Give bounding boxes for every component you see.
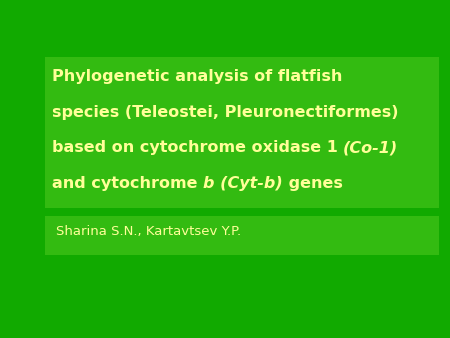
Text: (Co-1): (Co-1) [343,140,399,155]
FancyBboxPatch shape [45,216,439,255]
Text: Sharina S.N., Kartavtsev Y.P.: Sharina S.N., Kartavtsev Y.P. [56,225,241,238]
Text: and cytochrome: and cytochrome [52,176,203,191]
Text: genes: genes [283,176,342,191]
Text: species (Teleostei, Pleuronectiformes): species (Teleostei, Pleuronectiformes) [52,105,398,120]
FancyBboxPatch shape [45,57,439,208]
Text: b (Cyt-b): b (Cyt-b) [203,176,283,191]
Text: based on cytochrome oxidase 1: based on cytochrome oxidase 1 [52,140,343,155]
Text: Phylogenetic analysis of flatfish: Phylogenetic analysis of flatfish [52,69,342,84]
